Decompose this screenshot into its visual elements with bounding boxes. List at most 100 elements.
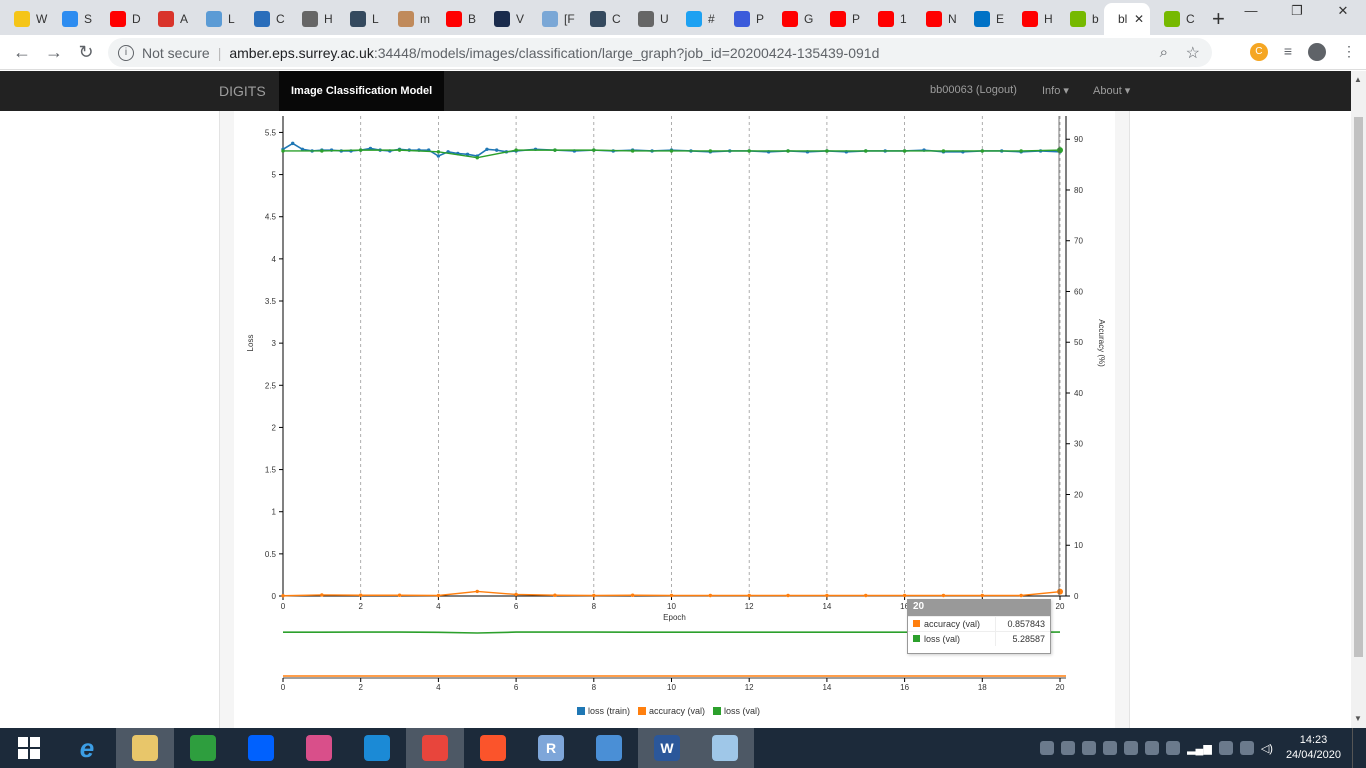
network-icon[interactable]: ▂▄▆ xyxy=(1187,742,1212,755)
notes-taskbar-button[interactable] xyxy=(696,728,754,768)
tab-favicon-icon xyxy=(782,11,798,27)
volume-icon[interactable]: ◁) xyxy=(1260,742,1273,755)
clock[interactable]: 14:23 24/04/2020 xyxy=(1286,733,1341,763)
browser-tab-active[interactable]: bl ✕ xyxy=(1104,3,1150,35)
bluetooth-icon[interactable] xyxy=(1061,741,1076,755)
tab-favicon-icon xyxy=(686,11,702,27)
legend-item[interactable]: accuracy (val) xyxy=(638,706,705,716)
media-control-icon[interactable]: ≡ xyxy=(1283,43,1292,59)
scroll-down-icon[interactable]: ▼ xyxy=(1354,714,1362,723)
browser-tab[interactable]: W xyxy=(0,3,48,35)
browser-tab[interactable]: P xyxy=(816,3,864,35)
tab-close-icon[interactable]: ✕ xyxy=(1133,12,1144,26)
page-scrollbar[interactable]: ▲ ▼ xyxy=(1351,71,1366,728)
browser-tab[interactable]: A xyxy=(144,3,192,35)
x-tick-label: 2 xyxy=(358,602,363,611)
logout-link[interactable]: bb00063 (Logout) xyxy=(930,84,1017,96)
battery-icon[interactable] xyxy=(1239,741,1254,755)
zoom-icon[interactable]: ⌕ xyxy=(1159,44,1168,61)
url-host[interactable]: amber.eps.surrey.ac.uk xyxy=(229,44,374,61)
back-button[interactable]: ← xyxy=(13,41,31,62)
nav-image-classification-model[interactable]: Image Classification Model xyxy=(279,71,445,111)
about-menu[interactable]: About ▾ xyxy=(1093,85,1131,97)
tooltip-row: loss (val) 5.28587 xyxy=(908,631,1050,646)
browser-tab[interactable]: S xyxy=(48,3,96,35)
url-path[interactable]: :34448/models/images/classification/larg… xyxy=(373,44,880,61)
tooltip-swatch xyxy=(913,620,920,627)
extension-icon[interactable]: C xyxy=(1249,43,1268,61)
globe-taskbar-button[interactable] xyxy=(580,728,638,768)
word-taskbar-button[interactable]: W xyxy=(638,728,696,768)
data-point xyxy=(708,149,713,153)
scroll-up-icon[interactable]: ▲ xyxy=(1354,75,1362,84)
browser-tab[interactable]: E xyxy=(960,3,1008,35)
reload-button[interactable]: ↻ xyxy=(78,41,94,62)
browser-tab[interactable]: # xyxy=(672,3,720,35)
info-menu[interactable]: Info ▾ xyxy=(1042,85,1069,97)
dropbox-taskbar-button[interactable] xyxy=(232,728,290,768)
legend-item[interactable]: loss (val) xyxy=(713,706,760,716)
no-connection-icon[interactable] xyxy=(1218,741,1233,755)
tray-app-icon[interactable] xyxy=(1040,741,1055,755)
browser-tab[interactable]: 1 xyxy=(864,3,912,35)
security-label[interactable]: Not secure xyxy=(142,44,210,61)
y-axis-label-right: Accuracy (%) xyxy=(1097,319,1106,367)
tab-favicon-icon xyxy=(878,11,894,27)
scrollbar-thumb[interactable] xyxy=(1354,117,1363,657)
menu-icon[interactable]: ⋮ xyxy=(1342,43,1356,59)
y-axis-label-left: Loss xyxy=(246,335,255,352)
new-tab-button[interactable]: + xyxy=(1212,6,1225,31)
tab-label: H xyxy=(324,12,333,26)
start-button[interactable] xyxy=(0,728,58,768)
tab-favicon-icon xyxy=(542,11,558,27)
browser-tab[interactable]: V xyxy=(480,3,528,35)
tray-app-icon[interactable] xyxy=(1166,741,1181,755)
browser-tab[interactable]: b xyxy=(1056,3,1104,35)
navigator-tick-label: 0 xyxy=(281,683,286,692)
r-taskbar-button[interactable]: R xyxy=(522,728,580,768)
antivirus-icon[interactable] xyxy=(1082,741,1097,755)
internet-explorer-button[interactable]: e xyxy=(58,728,116,768)
browser-tab[interactable]: L xyxy=(336,3,384,35)
restore-button[interactable]: ❐ xyxy=(1291,3,1303,18)
browser-tab[interactable]: B xyxy=(432,3,480,35)
bookmark-star-icon[interactable]: ☆ xyxy=(1185,44,1200,62)
browser-tab[interactable]: G xyxy=(768,3,816,35)
tab-favicon-icon xyxy=(158,11,174,27)
file-explorer-taskbar-button[interactable] xyxy=(116,728,174,768)
browser-tab[interactable]: L xyxy=(192,3,240,35)
browser-tab[interactable]: P xyxy=(720,3,768,35)
window-controls: — ❐ ✕ xyxy=(1228,0,1366,22)
browser-tab[interactable]: [F xyxy=(528,3,576,35)
browser-tab[interactable]: U xyxy=(624,3,672,35)
tray-app-icon[interactable] xyxy=(1103,741,1118,755)
browser-tab[interactable]: N xyxy=(912,3,960,35)
brand-link[interactable]: DIGITS xyxy=(219,83,266,99)
browser-tab[interactable]: H xyxy=(1008,3,1056,35)
close-window-button[interactable]: ✕ xyxy=(1337,3,1349,18)
store-taskbar-button[interactable] xyxy=(174,728,232,768)
profile-avatar[interactable] xyxy=(1308,43,1326,61)
brave-taskbar-button[interactable] xyxy=(464,728,522,768)
chrome-taskbar-button[interactable] xyxy=(406,728,464,768)
onedrive-taskbar-button[interactable] xyxy=(348,728,406,768)
browser-tab[interactable]: D xyxy=(96,3,144,35)
browser-tab[interactable]: H xyxy=(288,3,336,35)
info-icon[interactable]: i xyxy=(118,44,134,61)
minimize-button[interactable]: — xyxy=(1244,3,1258,18)
tab-favicon-icon xyxy=(734,11,750,27)
legend-item[interactable]: loss (train) xyxy=(577,706,630,716)
snowflake-icon[interactable] xyxy=(1145,741,1160,755)
paint-taskbar-button[interactable] xyxy=(290,728,348,768)
address-bar[interactable]: i Not secure | amber.eps.surrey.ac.uk:34… xyxy=(108,38,1212,67)
tab-favicon-icon xyxy=(14,11,30,27)
data-point xyxy=(368,146,373,151)
browser-tab[interactable]: C xyxy=(240,3,288,35)
browser-tab[interactable]: m xyxy=(384,3,432,35)
browser-tab[interactable]: C xyxy=(1150,3,1198,35)
forward-button[interactable]: → xyxy=(45,41,63,62)
loss-accuracy-chart[interactable]: 00.511.522.533.544.555.50102030405060708… xyxy=(234,111,1114,711)
browser-tab[interactable]: C xyxy=(576,3,624,35)
tray-app-icon[interactable] xyxy=(1124,741,1139,755)
show-desktop-button[interactable] xyxy=(1352,728,1358,768)
